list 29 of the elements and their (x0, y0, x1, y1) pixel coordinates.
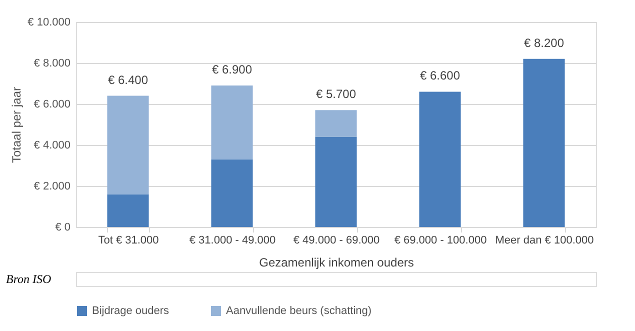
x-tick-label: € 31.000 - 49.000 (189, 234, 276, 246)
bar (211, 86, 253, 160)
y-tick-label: € 8.000 (34, 58, 70, 70)
x-tick-label: € 69.000 - 100.000 (394, 234, 487, 246)
total-label: € 8.200 (524, 36, 564, 50)
legend-label: Bijdrage ouders (92, 305, 170, 317)
x-tick-label: € 49.000 - 69.000 (293, 234, 380, 246)
bar (315, 136, 357, 227)
total-label: € 6.400 (108, 72, 148, 87)
bar (315, 110, 357, 137)
y-tick-label: € 4.000 (34, 140, 70, 152)
x-axis-title: Gezamenlijk inkomen ouders (259, 256, 414, 270)
bar (107, 194, 149, 227)
bar (419, 92, 461, 227)
total-label: € 6.600 (420, 68, 460, 83)
x-tick-label: Tot € 31.000 (98, 234, 159, 246)
text: Bron ISO (6, 272, 52, 286)
total-label: € 5.700 (316, 87, 356, 102)
x-tick-label: Meer dan € 100.000 (495, 234, 594, 246)
legend-label: Aanvullende beurs (schatting) (226, 305, 372, 317)
bar (211, 159, 253, 227)
y-tick-label: € 6.000 (34, 98, 70, 110)
bar (523, 58, 565, 227)
total-label: € 6.900 (212, 62, 252, 77)
y-axis-title: Totaal per jaar (10, 86, 24, 164)
y-tick-label: € 0 (55, 222, 70, 234)
y-tick-label: € 10.000 (28, 16, 70, 28)
bar (107, 96, 149, 194)
y-tick-label: € 2.000 (34, 180, 70, 192)
